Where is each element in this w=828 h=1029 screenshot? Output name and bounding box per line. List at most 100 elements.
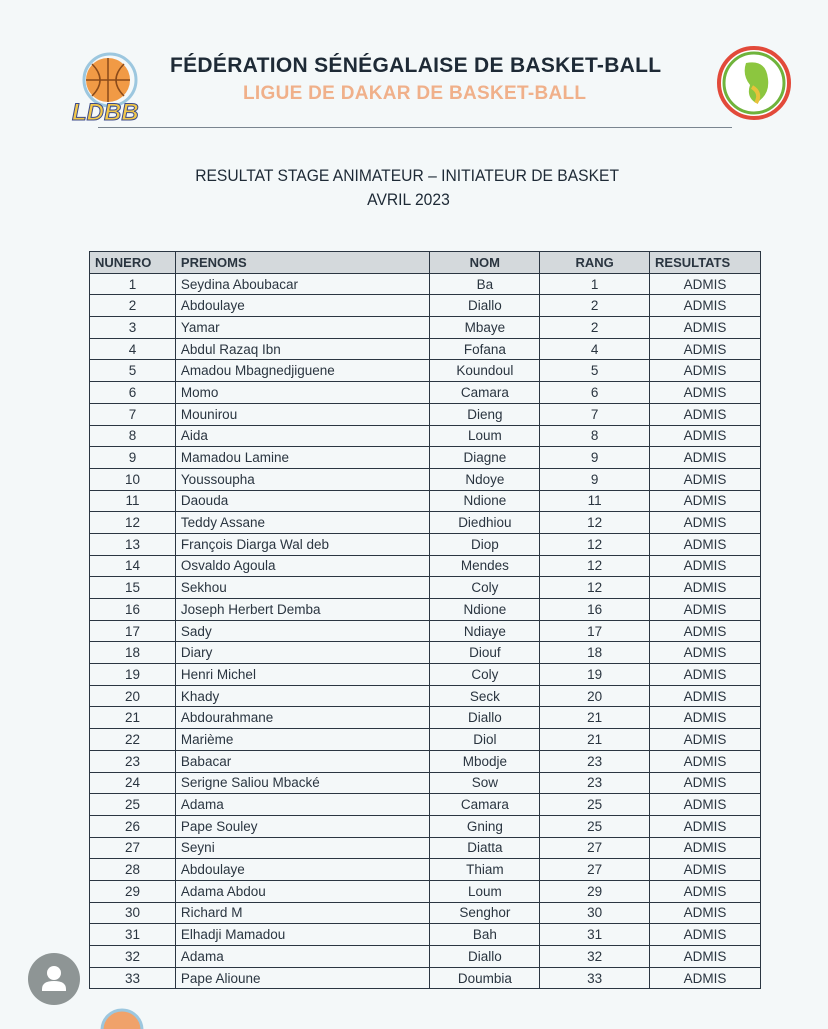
- cell-numero: 25: [89, 793, 176, 816]
- cell-prenoms: Osvaldo Agoula: [174, 554, 431, 578]
- cell-nom: Coly: [429, 576, 541, 599]
- cell-prenoms: Babacar: [174, 749, 431, 773]
- cell-prenoms: Joseph Herbert Demba: [174, 598, 431, 621]
- cell-nom: Seck: [429, 684, 541, 708]
- cell-prenoms: Pape Alioune: [174, 966, 431, 990]
- cell-prenoms: Henri Michel: [174, 663, 431, 686]
- league-title: LIGUE DE DAKAR DE BASKET-BALL: [243, 83, 587, 104]
- cell-prenoms: Sady: [174, 619, 431, 643]
- cell-rang: 12: [539, 576, 651, 599]
- cell-numero: 8: [89, 424, 176, 448]
- cell-numero: 2: [89, 294, 176, 318]
- cell-resultat: ADMIS: [649, 467, 761, 491]
- cell-resultat: ADMIS: [649, 272, 761, 296]
- cell-resultat: ADMIS: [649, 641, 761, 665]
- table-row: 11 Daouda Ndione 11 ADMIS: [89, 489, 761, 513]
- table-row: 27 Seyni Diatta 27 ADMIS: [89, 836, 761, 860]
- cell-nom: Mendes: [429, 554, 541, 578]
- cell-rang: 31: [539, 923, 651, 946]
- table-row: 16 Joseph Herbert Demba Ndione 16 ADMIS: [89, 598, 761, 621]
- cell-resultat: ADMIS: [649, 511, 761, 534]
- cell-rang: 12: [539, 532, 651, 556]
- cell-nom: Gning: [429, 814, 541, 838]
- cell-nom: Ndiaye: [429, 619, 541, 643]
- cell-rang: 11: [539, 489, 651, 513]
- cell-prenoms: Youssoupha: [174, 467, 431, 491]
- cell-rang: 2: [539, 294, 651, 318]
- cell-rang: 33: [539, 966, 651, 990]
- cell-rang: 6: [539, 381, 651, 404]
- cell-resultat: ADMIS: [649, 316, 761, 339]
- cell-rang: 12: [539, 511, 651, 534]
- cell-nom: Loum: [429, 424, 541, 448]
- cell-numero: 28: [89, 858, 176, 881]
- table-row: 28 Abdoulaye Thiam 27 ADMIS: [89, 858, 761, 881]
- cell-rang: 19: [539, 663, 651, 686]
- cell-nom: Mbodje: [429, 749, 541, 773]
- cell-nom: Doumbia: [429, 966, 541, 990]
- table-row: 31 Elhadji Mamadou Bah 31 ADMIS: [89, 923, 761, 946]
- cell-prenoms: Pape Souley: [174, 814, 431, 838]
- cell-prenoms: Abdourahmane: [174, 706, 431, 730]
- cell-prenoms: Diary: [174, 641, 431, 665]
- cell-numero: 21: [89, 706, 176, 730]
- cell-resultat: ADMIS: [649, 966, 761, 990]
- table-row: 19 Henri Michel Coly 19 ADMIS: [89, 663, 761, 686]
- cell-prenoms: Teddy Assane: [174, 511, 431, 534]
- cell-nom: Coly: [429, 663, 541, 686]
- cell-numero: 4: [89, 337, 176, 361]
- profile-avatar-button[interactable]: [28, 953, 80, 1005]
- cell-nom: Sow: [429, 771, 541, 795]
- table-row: 10 Youssoupha Ndoye 9 ADMIS: [89, 467, 761, 491]
- cell-nom: Diatta: [429, 836, 541, 860]
- cell-prenoms: Richard M: [174, 901, 431, 925]
- cell-resultat: ADMIS: [649, 598, 761, 621]
- cell-resultat: ADMIS: [649, 424, 761, 448]
- cell-nom: Diagne: [429, 446, 541, 469]
- cell-prenoms: Abdul Razaq Ibn: [174, 337, 431, 361]
- table-row: 4 Abdul Razaq Ibn Fofana 4 ADMIS: [89, 337, 761, 361]
- table-row: 25 Adama Camara 25 ADMIS: [89, 793, 761, 816]
- table-row: 3 Yamar Mbaye 2 ADMIS: [89, 316, 761, 339]
- cell-resultat: ADMIS: [649, 879, 761, 903]
- cell-resultat: ADMIS: [649, 554, 761, 578]
- table-row: 7 Mounirou Dieng 7 ADMIS: [89, 402, 761, 426]
- cell-rang: 18: [539, 641, 651, 665]
- cell-prenoms: François Diarga Wal deb: [174, 532, 431, 556]
- table-row: 24 Serigne Saliou Mbacké Sow 23 ADMIS: [89, 771, 761, 795]
- cell-resultat: ADMIS: [649, 901, 761, 925]
- cell-prenoms: Mounirou: [174, 402, 431, 426]
- cell-nom: Diol: [429, 728, 541, 751]
- table-row: 26 Pape Souley Gning 25 ADMIS: [89, 814, 761, 838]
- cell-rang: 27: [539, 858, 651, 881]
- cell-resultat: ADMIS: [649, 836, 761, 860]
- cell-resultat: ADMIS: [649, 945, 761, 968]
- table-row: 13 François Diarga Wal deb Diop 12 ADMIS: [89, 532, 761, 556]
- cell-prenoms: Seyni: [174, 836, 431, 860]
- cell-rang: 9: [539, 467, 651, 491]
- svg-text:LDBB: LDBB: [72, 99, 139, 124]
- cell-prenoms: Aida: [174, 424, 431, 448]
- cell-rang: 9: [539, 446, 651, 469]
- table-row: 29 Adama Abdou Loum 29 ADMIS: [89, 879, 761, 903]
- cell-nom: Ba: [429, 272, 541, 296]
- cell-resultat: ADMIS: [649, 923, 761, 946]
- cell-nom: Ndione: [429, 489, 541, 513]
- cell-numero: 14: [89, 554, 176, 578]
- federation-emblem: [717, 46, 791, 120]
- cell-prenoms: Sekhou: [174, 576, 431, 599]
- cell-resultat: ADMIS: [649, 771, 761, 795]
- user-icon: [42, 966, 66, 991]
- cell-numero: 32: [89, 945, 176, 968]
- cell-resultat: ADMIS: [649, 663, 761, 686]
- cell-numero: 15: [89, 576, 176, 599]
- cell-numero: 33: [89, 966, 176, 990]
- cell-resultat: ADMIS: [649, 489, 761, 513]
- cell-rang: 23: [539, 749, 651, 773]
- cell-nom: Diedhiou: [429, 511, 541, 534]
- cell-rang: 8: [539, 424, 651, 448]
- cell-numero: 11: [89, 489, 176, 513]
- cell-numero: 16: [89, 598, 176, 621]
- table-row: 14 Osvaldo Agoula Mendes 12 ADMIS: [89, 554, 761, 578]
- cell-prenoms: Adama Abdou: [174, 879, 431, 903]
